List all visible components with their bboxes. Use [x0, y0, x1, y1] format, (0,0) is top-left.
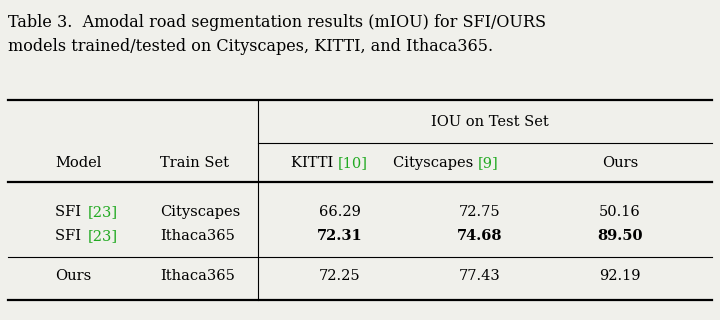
Text: [9]: [9] — [478, 156, 499, 170]
Text: Ours: Ours — [602, 156, 638, 170]
Text: 89.50: 89.50 — [598, 229, 643, 243]
Text: KITTI: KITTI — [291, 156, 338, 170]
Text: Ithaca365: Ithaca365 — [160, 229, 235, 243]
Text: 50.16: 50.16 — [599, 205, 641, 219]
Text: Cityscapes: Cityscapes — [160, 205, 240, 219]
Text: 74.68: 74.68 — [457, 229, 503, 243]
Text: [23]: [23] — [88, 229, 118, 243]
Text: 72.31: 72.31 — [317, 229, 363, 243]
Text: 72.75: 72.75 — [459, 205, 501, 219]
Text: SFI: SFI — [55, 229, 86, 243]
Text: [23]: [23] — [88, 205, 118, 219]
Text: Ours: Ours — [55, 269, 91, 283]
Text: Model: Model — [55, 156, 102, 170]
Text: Train Set: Train Set — [160, 156, 229, 170]
Text: [10]: [10] — [338, 156, 368, 170]
Text: Cityscapes: Cityscapes — [393, 156, 478, 170]
Text: 66.29: 66.29 — [319, 205, 361, 219]
Text: SFI: SFI — [55, 205, 86, 219]
Text: 92.19: 92.19 — [599, 269, 641, 283]
Text: IOU on Test Set: IOU on Test Set — [431, 115, 549, 129]
Text: 77.43: 77.43 — [459, 269, 501, 283]
Text: models trained/tested on Cityscapes, KITTI, and Ithaca365.: models trained/tested on Cityscapes, KIT… — [8, 38, 493, 55]
Text: 72.25: 72.25 — [319, 269, 361, 283]
Text: Table 3.  Amodal road segmentation results (mIOU) for SFI/OURS: Table 3. Amodal road segmentation result… — [8, 14, 546, 31]
Text: Ithaca365: Ithaca365 — [160, 269, 235, 283]
